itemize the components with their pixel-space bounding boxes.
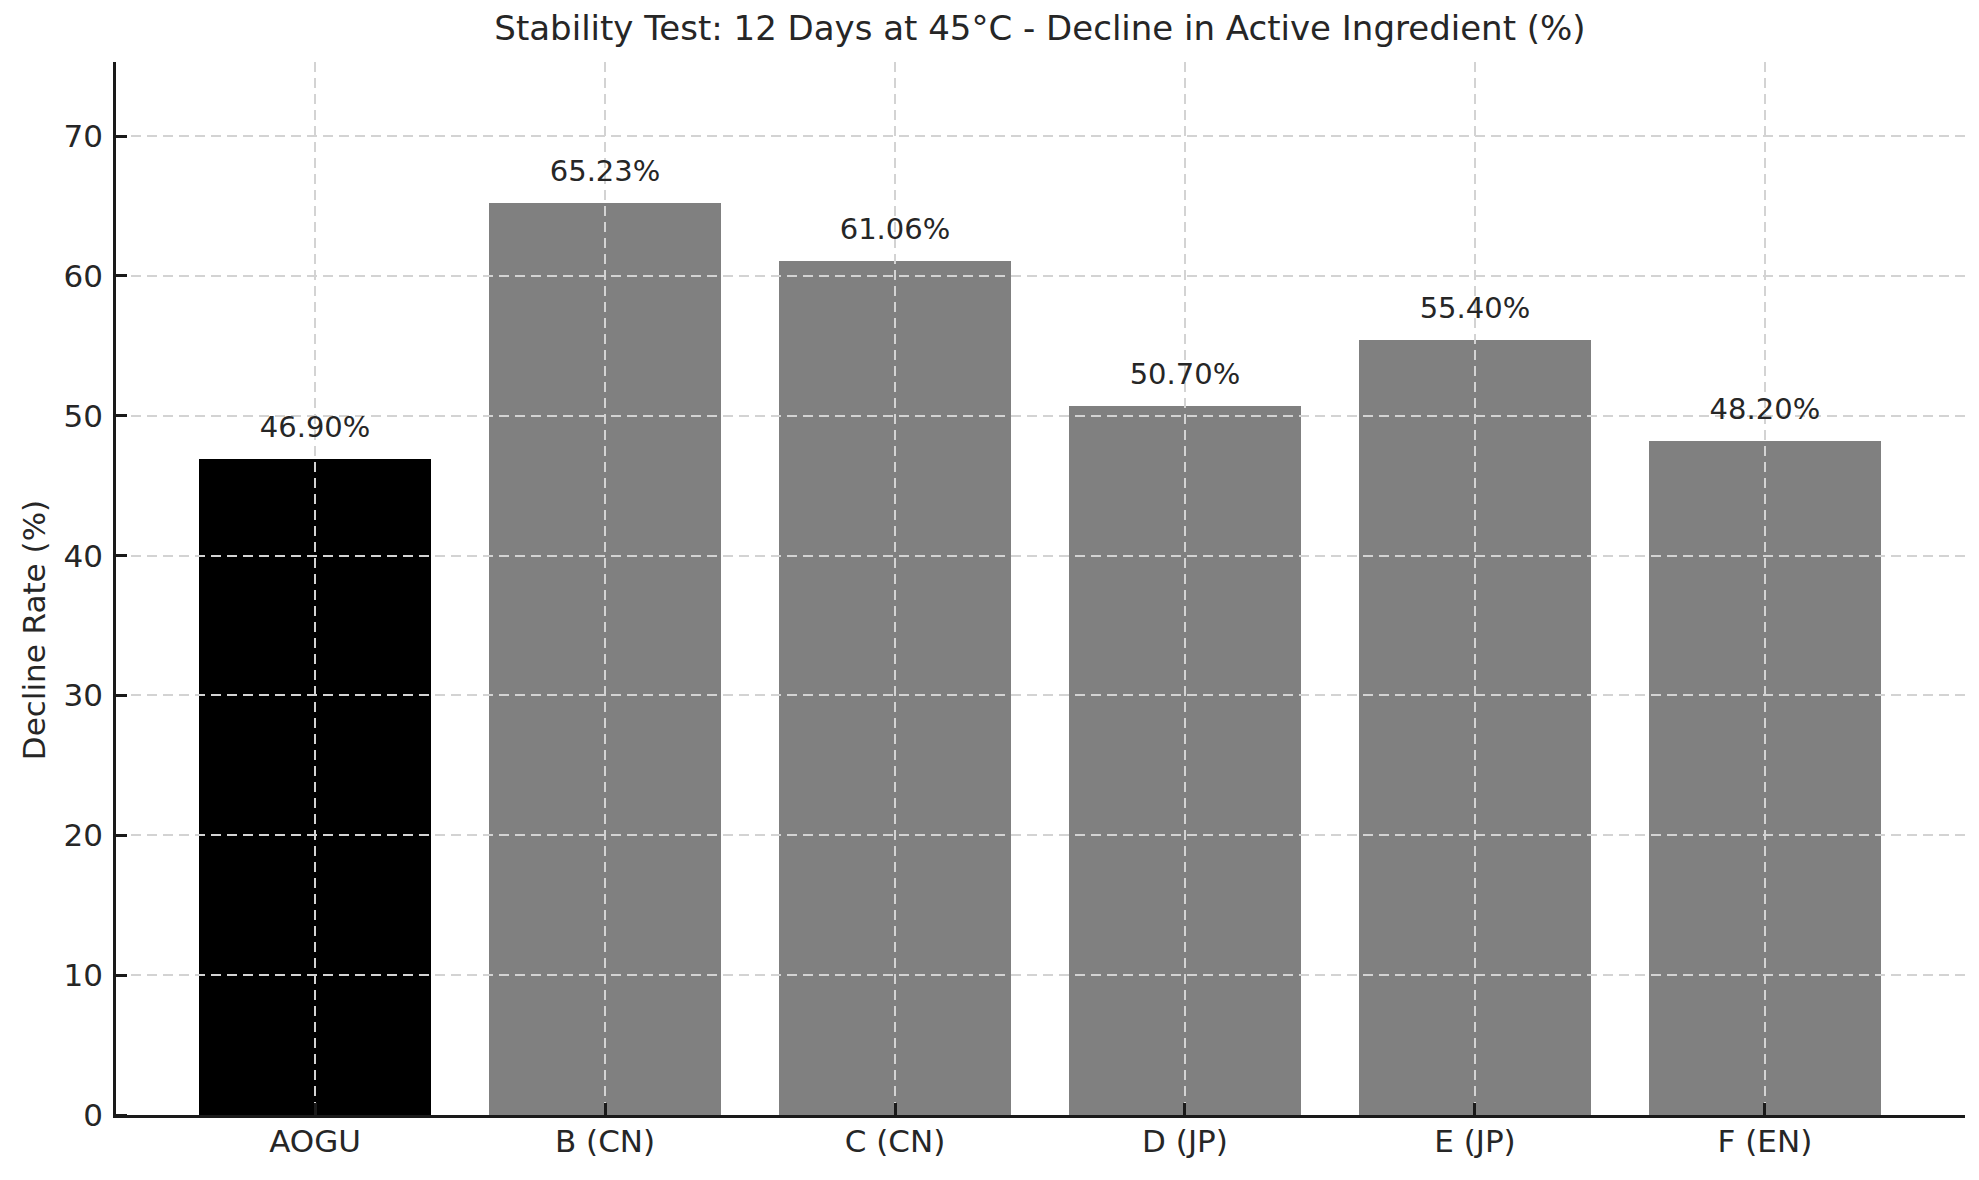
- x-tick-label: F (EN): [1645, 1124, 1885, 1158]
- y-tick-label: 20: [0, 818, 103, 852]
- x-tick-label: B (CN): [485, 1124, 725, 1158]
- gridline-horizontal: [115, 834, 1965, 836]
- bar-value-label: 50.70%: [1075, 359, 1295, 389]
- gridline-vertical: [1764, 62, 1766, 1115]
- bar-value-label: 65.23%: [495, 156, 715, 186]
- y-tick-label: 10: [0, 958, 103, 992]
- x-tick-mark: [314, 1103, 317, 1115]
- x-tick-mark: [1183, 1103, 1186, 1115]
- x-tick-mark: [1473, 1103, 1476, 1115]
- bar-value-label: 61.06%: [785, 214, 1005, 244]
- x-tick-label: AOGU: [195, 1124, 435, 1158]
- gridline-vertical: [1184, 62, 1186, 1115]
- y-tick-label: 0: [0, 1098, 103, 1132]
- y-tick-label: 70: [0, 119, 103, 153]
- y-tick-label: 60: [0, 259, 103, 293]
- y-tick-mark: [115, 274, 127, 277]
- plot-area: 46.90% 65.23% 61.06% 50.70% 55.40% 48.20%: [115, 62, 1965, 1115]
- gridline-horizontal: [115, 135, 1965, 137]
- x-tick-label: C (CN): [775, 1124, 1015, 1158]
- y-tick-mark: [115, 414, 127, 417]
- bar-value-label: 55.40%: [1365, 293, 1585, 323]
- x-tick-mark: [894, 1103, 897, 1115]
- gridline-horizontal: [115, 694, 1965, 696]
- x-tick-mark: [604, 1103, 607, 1115]
- x-tick-label: D (JP): [1065, 1124, 1305, 1158]
- bar-chart-figure: Stability Test: 12 Days at 45°C - Declin…: [0, 0, 1979, 1180]
- x-tick-label: E (JP): [1355, 1124, 1595, 1158]
- bar-value-label: 48.20%: [1655, 394, 1875, 424]
- y-tick-label: 50: [0, 399, 103, 433]
- gridline-vertical: [314, 62, 316, 1115]
- x-axis-spine: [113, 1115, 1965, 1118]
- x-tick-mark: [1763, 1103, 1766, 1115]
- y-tick-mark: [115, 694, 127, 697]
- y-axis-label: Decline Rate (%): [16, 500, 52, 760]
- y-tick-mark: [115, 834, 127, 837]
- y-tick-mark: [115, 135, 127, 138]
- chart-title: Stability Test: 12 Days at 45°C - Declin…: [494, 8, 1585, 48]
- gridline-horizontal: [115, 275, 1965, 277]
- gridline-vertical: [1474, 62, 1476, 1115]
- y-axis-spine: [113, 62, 116, 1118]
- gridline-vertical: [604, 62, 606, 1115]
- bar-value-label: 46.90%: [205, 412, 425, 442]
- y-tick-mark: [115, 974, 127, 977]
- y-tick-mark: [115, 554, 127, 557]
- gridline-horizontal: [115, 974, 1965, 976]
- gridline-horizontal: [115, 555, 1965, 557]
